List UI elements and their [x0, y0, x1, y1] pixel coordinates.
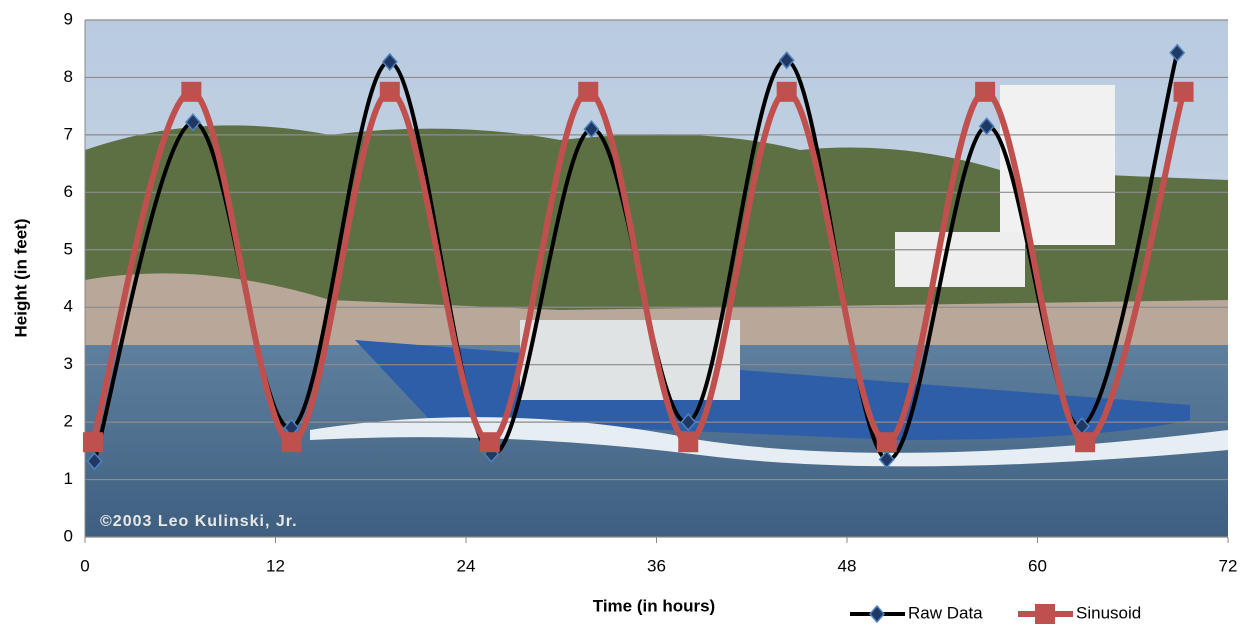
marker	[870, 606, 884, 622]
legend-label: Sinusoid	[1076, 603, 1141, 622]
watermark: ©2003 Leo Kulinski, Jr.	[100, 513, 298, 530]
x-tick-label: 0	[80, 556, 89, 575]
y-tick-label: 7	[64, 124, 73, 143]
chart: ©2003 Leo Kulinski, Jr. Time (in hours) …	[0, 0, 1252, 632]
marker	[1075, 432, 1095, 452]
y-tick-label: 5	[64, 239, 73, 258]
marker	[578, 82, 598, 102]
y-tick-label: 1	[64, 469, 73, 488]
marker	[1174, 82, 1194, 102]
y-tick-label: 6	[64, 182, 73, 201]
x-tick-label: 48	[838, 556, 857, 575]
x-tick-label: 60	[1028, 556, 1047, 575]
marker	[1035, 604, 1055, 624]
y-tick-label: 9	[64, 9, 73, 28]
marker	[181, 82, 201, 102]
marker	[480, 432, 500, 452]
marker	[678, 432, 698, 452]
y-tick-label: 4	[64, 297, 73, 316]
y-axis-title: Height (in feet)	[11, 219, 30, 338]
y-tick-label: 2	[64, 412, 73, 431]
x-tick-label: 72	[1219, 556, 1238, 575]
legend-label: Raw Data	[908, 603, 983, 622]
x-tick-label: 24	[457, 556, 476, 575]
marker	[281, 432, 301, 452]
marker	[83, 432, 103, 452]
marker	[877, 432, 897, 452]
y-tick-label: 0	[64, 526, 73, 545]
x-tick-label: 12	[266, 556, 285, 575]
legend: Raw Data Sinusoid	[850, 603, 1141, 624]
marker	[777, 82, 797, 102]
marker	[975, 82, 995, 102]
x-axis-title: Time (in hours)	[593, 596, 715, 615]
background-photo	[85, 20, 1228, 537]
y-tick-label: 3	[64, 354, 73, 373]
x-tick-label: 36	[647, 556, 666, 575]
y-tick-label: 8	[64, 67, 73, 86]
marker	[380, 82, 400, 102]
